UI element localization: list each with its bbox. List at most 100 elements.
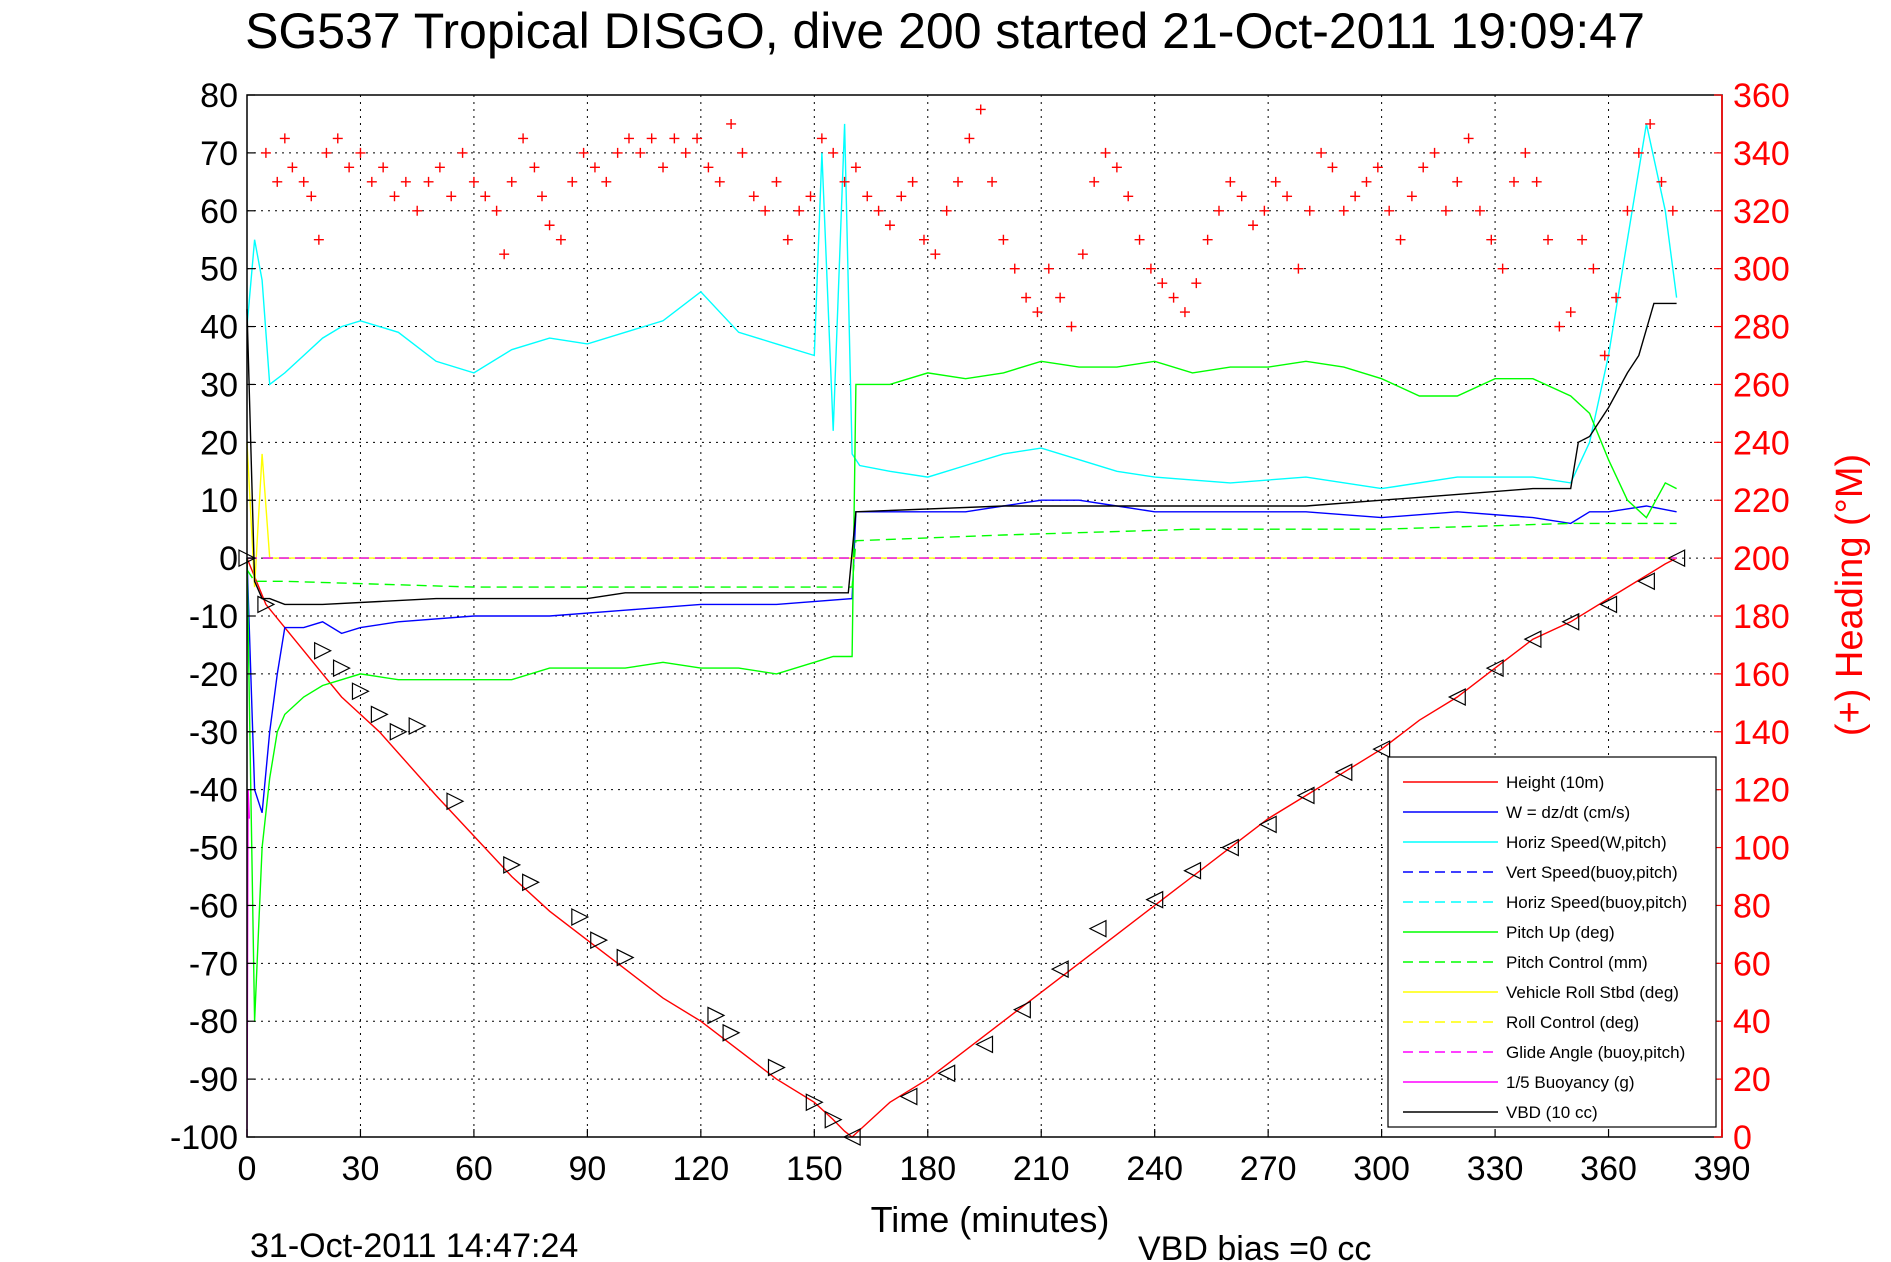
series-vbd-10-cc bbox=[246, 302, 1677, 606]
legend-label: Height (10m) bbox=[1506, 773, 1604, 792]
heading-point bbox=[378, 162, 389, 173]
heading-point bbox=[1236, 191, 1247, 202]
heading-point bbox=[279, 133, 290, 144]
height-marker bbox=[937, 1064, 956, 1083]
heading-point bbox=[1361, 176, 1372, 187]
y-right-tick-label: 20 bbox=[1733, 1061, 1771, 1099]
y-right-tick-label: 0 bbox=[1733, 1119, 1752, 1157]
heading-point bbox=[1611, 292, 1622, 303]
heading-point bbox=[964, 133, 975, 144]
y-left-tick-label: -40 bbox=[189, 772, 238, 810]
heading-point bbox=[480, 191, 491, 202]
y-left-tick-label: 40 bbox=[200, 309, 238, 347]
heading-point bbox=[1452, 176, 1463, 187]
height-marker bbox=[1561, 612, 1580, 631]
legend-label: Vehicle Roll Stbd (deg) bbox=[1506, 983, 1679, 1002]
height-marker bbox=[975, 1035, 994, 1054]
heading-point bbox=[555, 234, 566, 245]
heading-point bbox=[506, 176, 517, 187]
heading-point bbox=[1588, 263, 1599, 274]
y-right-tick-label: 100 bbox=[1733, 830, 1790, 868]
footer-note: VBD bias =0 cc bbox=[1138, 1230, 1371, 1262]
height-marker bbox=[707, 1006, 726, 1025]
legend-label: Vert Speed(buoy,pitch) bbox=[1506, 863, 1678, 882]
height-marker bbox=[351, 682, 370, 701]
series-horiz-speed-w-pitch bbox=[246, 123, 1678, 490]
heading-point bbox=[446, 191, 457, 202]
heading-point bbox=[658, 162, 669, 173]
height-marker bbox=[332, 659, 351, 678]
heading-point bbox=[1134, 234, 1145, 245]
heading-point bbox=[589, 162, 600, 173]
x-tick-label: 270 bbox=[1240, 1150, 1297, 1188]
heading-point bbox=[850, 162, 861, 173]
height-marker bbox=[1447, 688, 1466, 707]
heading-point bbox=[748, 191, 759, 202]
x-tick-label: 60 bbox=[455, 1150, 493, 1188]
heading-point bbox=[1043, 263, 1054, 274]
height-marker bbox=[370, 705, 389, 724]
x-axis-label: Time (minutes) bbox=[871, 1199, 1110, 1240]
heading-point bbox=[537, 191, 547, 202]
heading-point bbox=[680, 147, 691, 158]
heading-point bbox=[544, 220, 555, 231]
y-right-tick-label: 160 bbox=[1733, 656, 1790, 694]
heading-point bbox=[1645, 118, 1656, 129]
heading-point bbox=[828, 147, 839, 158]
height-marker bbox=[1599, 595, 1618, 614]
heading-point bbox=[1633, 147, 1644, 158]
heading-point bbox=[1486, 234, 1497, 245]
y-right-tick-label: 340 bbox=[1733, 135, 1790, 173]
y-right-tick-label: 320 bbox=[1733, 193, 1790, 231]
heading-point bbox=[1429, 147, 1440, 158]
heading-point bbox=[1565, 307, 1576, 318]
heading-point bbox=[1202, 234, 1213, 245]
x-tick-label: 120 bbox=[672, 1150, 729, 1188]
heading-point bbox=[468, 176, 479, 187]
height-marker bbox=[1050, 960, 1069, 979]
heading-point bbox=[896, 191, 907, 202]
y-left-tick-label: 0 bbox=[219, 540, 238, 578]
heading-point bbox=[1440, 205, 1451, 216]
height-marker bbox=[1012, 1000, 1031, 1019]
heading-point bbox=[805, 191, 816, 202]
heading-point bbox=[578, 147, 589, 158]
height-marker bbox=[314, 641, 332, 660]
heading-point bbox=[975, 104, 986, 115]
heading-point bbox=[669, 133, 680, 144]
heading-point bbox=[1327, 162, 1338, 173]
heading-point bbox=[1213, 205, 1224, 216]
y-left-tick-label: -20 bbox=[189, 656, 238, 694]
heading-point bbox=[1168, 292, 1179, 303]
heading-point bbox=[1554, 321, 1565, 332]
heading-point bbox=[272, 176, 283, 187]
heading-point bbox=[1145, 263, 1156, 274]
x-tick-label: 30 bbox=[342, 1150, 380, 1188]
x-tick-label: 390 bbox=[1694, 1150, 1751, 1188]
height-marker bbox=[722, 1023, 741, 1042]
y-right-tick-label: 220 bbox=[1733, 482, 1790, 520]
legend-label: Pitch Control (mm) bbox=[1506, 953, 1648, 972]
heading-point bbox=[1225, 176, 1236, 187]
heading-point bbox=[1066, 321, 1077, 332]
heading-point bbox=[1123, 191, 1134, 202]
series-pitch-up-deg bbox=[246, 360, 1677, 1022]
height-marker bbox=[503, 855, 522, 874]
heading-point bbox=[1032, 307, 1043, 318]
x-tick-label: 360 bbox=[1580, 1150, 1637, 1188]
y-left-tick-label: -30 bbox=[189, 714, 238, 752]
x-tick-label: 240 bbox=[1126, 1150, 1183, 1188]
height-marker bbox=[1637, 572, 1655, 591]
series-pitch-control-mm bbox=[246, 522, 1677, 588]
heading-point bbox=[601, 176, 612, 187]
heading-point bbox=[1577, 234, 1588, 245]
chart-title: SG537 Tropical DISGO, dive 200 started 2… bbox=[245, 3, 1645, 59]
y-right-tick-label: 360 bbox=[1733, 77, 1790, 115]
y-right-tick-label: 280 bbox=[1733, 309, 1790, 347]
heading-point bbox=[646, 133, 657, 144]
heading-point bbox=[726, 118, 737, 129]
y-left-tick-label: -80 bbox=[189, 1003, 238, 1041]
heading-point bbox=[567, 176, 578, 187]
heading-point bbox=[1089, 176, 1100, 187]
heading-point bbox=[1599, 350, 1610, 361]
